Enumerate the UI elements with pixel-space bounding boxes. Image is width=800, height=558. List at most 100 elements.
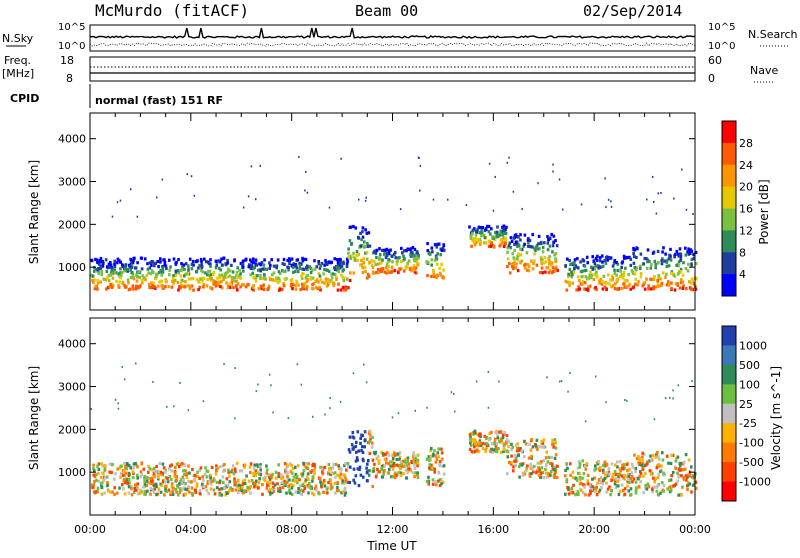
data-cell [236,288,239,292]
data-cell [131,476,135,480]
data-cell [313,267,317,271]
data-cell [472,437,476,442]
data-cell [494,231,497,235]
data-cell [642,491,646,495]
data-cell [661,257,664,261]
data-cell [352,251,355,255]
data-cell [278,487,282,491]
data-cell [588,273,591,277]
data-cell [228,269,232,273]
data-cell [588,484,592,488]
data-cell [301,256,304,260]
data-cell [664,252,667,256]
data-cell [273,483,277,487]
data-cell [489,232,492,236]
data-cell [152,281,155,285]
data-cell [615,260,618,265]
colorbar-tick-label: -100 [739,437,764,450]
data-cell [428,251,432,256]
data-cell [660,192,662,194]
colorbar-swatch [722,186,736,209]
data-cell [201,276,205,280]
data-cell [615,278,619,282]
data-cell [191,259,195,264]
data-cell [297,487,300,491]
data-cell [654,262,658,266]
data-cell [104,278,108,282]
data-cell [142,467,146,471]
data-cell [362,244,365,248]
data-cell [432,452,435,456]
data-cell [630,462,634,466]
data-cell [203,472,207,477]
data-cell [160,279,163,283]
data-cell [622,254,626,258]
data-cell [335,265,339,269]
data-cell [389,460,392,464]
data-cell [351,431,355,435]
data-cell [109,283,112,287]
data-cell [373,249,377,253]
data-cell [441,464,444,468]
data-cell [645,484,649,488]
data-cell [439,273,443,277]
data-cell [641,459,644,463]
data-cell [493,237,497,242]
data-cell [319,278,323,282]
data-cell [569,473,572,477]
data-cell [506,246,510,250]
data-cell [130,484,133,488]
data-cell [678,252,682,256]
data-cell [336,473,339,477]
freq-tick-high: 18 [60,54,74,67]
data-cell [188,490,191,494]
data-cell [410,460,413,464]
data-cell [585,287,588,291]
data-cell [646,248,650,252]
data-cell [291,265,295,270]
data-cell [107,262,111,266]
data-cell [538,445,541,449]
data-cell [590,273,594,277]
data-cell [619,269,622,273]
data-cell [595,258,599,262]
data-cell [106,276,109,280]
data-cell [210,465,214,469]
data-cell [519,447,522,451]
data-cell [218,275,222,280]
data-cell [347,247,350,251]
data-cell [132,490,136,494]
data-cell [624,399,626,401]
data-cell [575,288,578,292]
data-cell [394,250,397,255]
data-cell [631,271,635,275]
data-cell [442,472,446,476]
data-cell [354,459,358,463]
data-cell [672,273,676,277]
data-cell [257,383,259,386]
data-cell [109,273,113,277]
data-cell [335,275,338,279]
data-cell [371,265,375,269]
data-cell [483,434,487,438]
data-cell [352,224,355,229]
data-cell [490,447,493,451]
cpid-label: CPID [10,92,39,105]
data-cell [223,486,227,490]
data-cell [661,451,664,455]
data-cell [94,284,97,288]
data-cell [575,478,579,482]
data-cell [183,274,186,278]
data-cell [621,466,625,471]
data-cell [436,242,439,246]
data-cell [343,493,347,497]
data-cell [405,476,409,480]
data-cell [690,281,693,285]
data-cell [231,468,234,472]
data-cell [112,477,116,481]
data-cell [298,261,301,265]
data-cell [657,275,661,279]
